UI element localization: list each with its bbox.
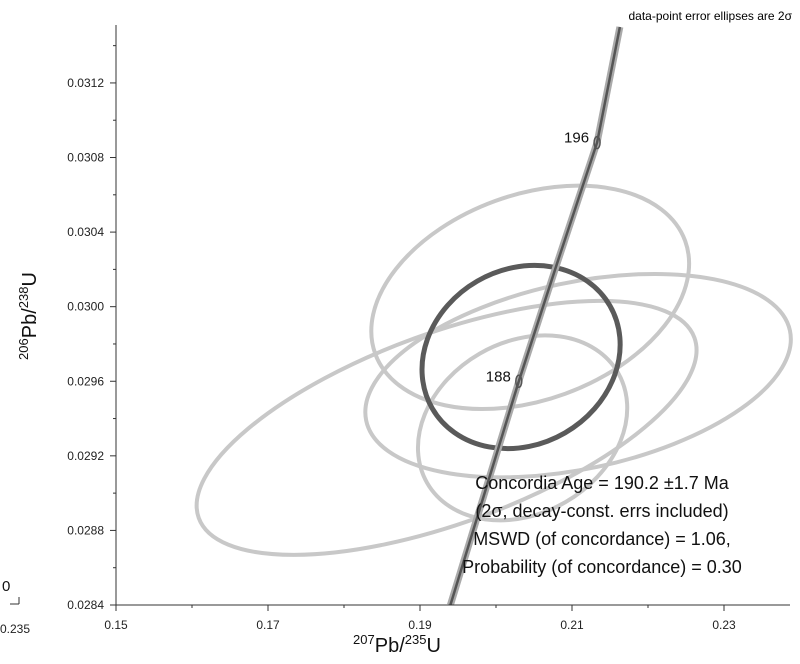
x-axis-title: 207Pb/235U bbox=[353, 632, 441, 657]
result-line-1: Concordia Age = 190.2 ±1.7 Ma bbox=[475, 473, 730, 493]
axis-ticks: 0.0284 0.0288 0.0292 0.0296 0.0300 0.0304 0.03… bbox=[67, 45, 736, 632]
y-tick-label: 0.0304 bbox=[67, 225, 104, 239]
y-axis-title: 206Pb/238U bbox=[16, 272, 41, 360]
x-tick-label: 0.23 bbox=[712, 618, 736, 632]
concordia-age-result: Concordia Age = 190.2 ±1.7 Ma (2σ, decay… bbox=[462, 473, 742, 577]
age-marker-188 bbox=[515, 374, 523, 389]
data-point-ellipse-2 bbox=[363, 271, 793, 480]
result-line-4: Probability (of concordance) = 0.30 bbox=[462, 557, 742, 577]
x-tick-label: 0.15 bbox=[104, 618, 128, 632]
y-tick-label: 0.0308 bbox=[67, 151, 104, 165]
result-line-2: (2σ, decay-const. errs included) bbox=[475, 501, 728, 521]
clipped-left-tick-label: 0.235 bbox=[0, 622, 30, 636]
age-label-196: 196 bbox=[564, 130, 589, 147]
age-marker-196 bbox=[593, 135, 601, 150]
x-tick-label: 0.19 bbox=[408, 618, 432, 632]
y-tick-label: 0.0288 bbox=[67, 523, 104, 537]
y-tick-label: 0.0296 bbox=[67, 374, 104, 388]
concordia-age-ellipse-0 bbox=[419, 262, 623, 452]
data-point-ellipse-1 bbox=[369, 183, 692, 412]
concordia-curve bbox=[449, 26, 622, 605]
y-tick-label: 0.0312 bbox=[67, 76, 104, 90]
x-tick-label: 0.21 bbox=[560, 618, 584, 632]
y-tick-label: 0.0292 bbox=[67, 449, 104, 463]
age-label-188: 188 bbox=[486, 368, 511, 385]
result-line-3: MSWD (of concordance) = 1.06, bbox=[473, 529, 731, 549]
clipped-left-zero-label: 0 bbox=[2, 578, 10, 595]
plot-area: 188 196 bbox=[194, 26, 793, 605]
x-tick-label: 0.17 bbox=[256, 618, 280, 632]
y-tick-label: 0.0284 bbox=[67, 598, 104, 612]
y-tick-label: 0.0300 bbox=[67, 300, 104, 314]
error-ellipse-note: data-point error ellipses are 2σ bbox=[629, 9, 793, 23]
